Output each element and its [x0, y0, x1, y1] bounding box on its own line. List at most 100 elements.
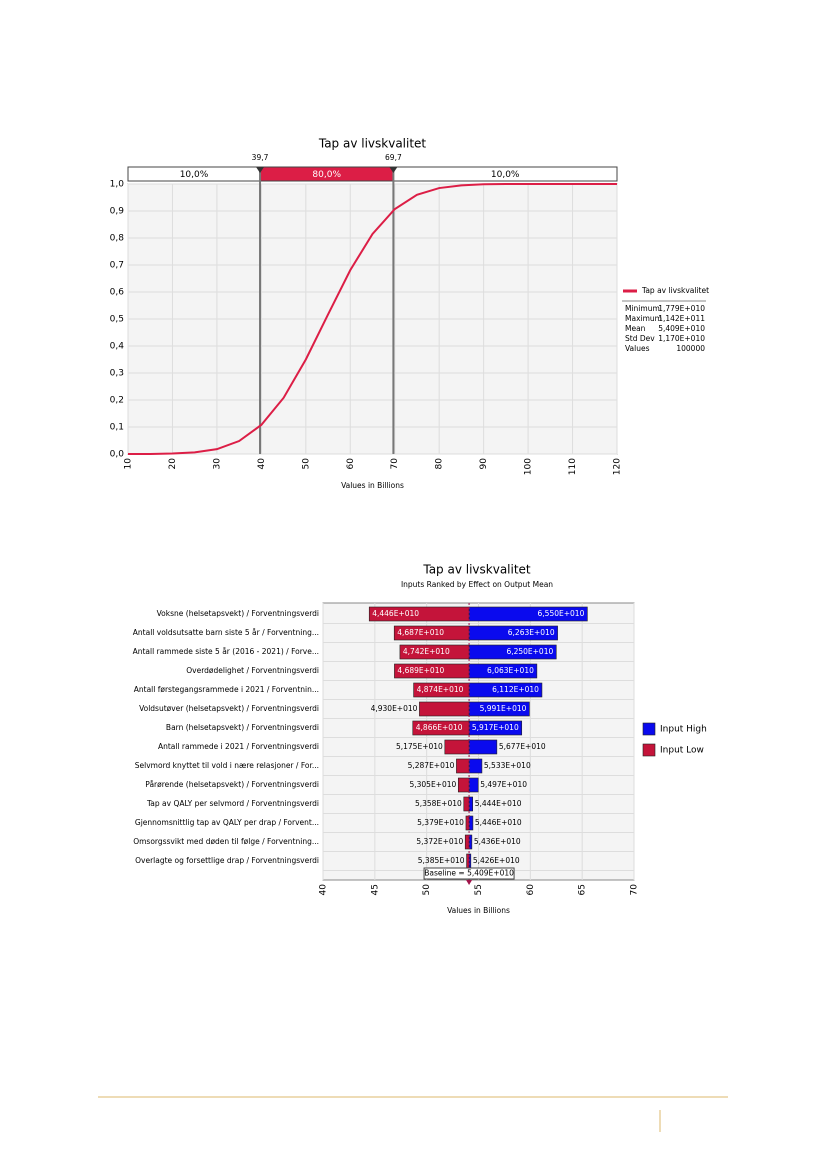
x-tick-label: 50 — [422, 884, 432, 896]
baseline-arrow — [466, 880, 473, 885]
value-label: 5,379E+010 — [417, 818, 464, 827]
x-tick-label: 60 — [346, 458, 356, 470]
x-tick-label: 10 — [124, 458, 134, 470]
value-label: 5,358E+010 — [415, 799, 462, 808]
category-label: Pårørende (helsetapsvekt) / Forventnings… — [145, 780, 319, 789]
tornado-bar — [413, 682, 470, 698]
y-tick-label: 0,5 — [110, 315, 124, 325]
y-tick-label: 0,6 — [110, 288, 125, 298]
region-label: 10,0% — [180, 170, 209, 180]
legend-label: Input High — [660, 725, 707, 735]
marker-label: 69,7 — [385, 153, 402, 162]
stat-value: 1,170E+010 — [658, 334, 705, 343]
baseline-label: Baseline = 5,409E+010 — [424, 869, 514, 878]
category-label: Overdødelighet / Forventningsverdi — [186, 666, 319, 675]
tornado-bar — [468, 758, 483, 774]
y-tick-label: 0,7 — [110, 261, 124, 271]
value-label: 5,426E+010 — [473, 856, 520, 865]
x-tick-label: 60 — [526, 884, 536, 896]
x-tick-label: 45 — [370, 884, 380, 895]
region-label: 80,0% — [312, 170, 341, 180]
value-label: 4,687E+010 — [397, 628, 444, 637]
value-label: 4,930E+010 — [371, 704, 418, 713]
tornado-bar — [468, 815, 474, 831]
tornado-bar — [468, 796, 473, 812]
category-label: Antall voldsutsatte barn siste 5 år / Fo… — [133, 628, 319, 637]
value-label: 6,250E+010 — [506, 647, 553, 656]
stat-label: Maximum — [625, 314, 662, 323]
stat-value: 1,142E+011 — [658, 314, 705, 323]
value-label: 4,446E+010 — [372, 609, 419, 618]
x-tick-label: 30 — [212, 458, 222, 470]
x-tick-label: 50 — [301, 458, 311, 470]
y-tick-label: 0,2 — [110, 396, 124, 406]
tornado-bar — [457, 777, 470, 793]
value-label: 5,533E+010 — [484, 761, 531, 770]
tornado-bar — [464, 834, 470, 850]
x-tick-label: 70 — [630, 884, 640, 896]
value-label: 4,866E+010 — [416, 723, 463, 732]
tornado-bar — [444, 739, 470, 755]
category-label: Barn (helsetapsvekt) / Forventningsverdi — [166, 723, 319, 732]
value-label: 5,677E+010 — [499, 742, 546, 751]
x-tick-label: 40 — [257, 458, 267, 470]
x-tick-label: 20 — [168, 458, 178, 470]
x-tick-label: 120 — [613, 458, 623, 475]
stat-label: Values — [625, 344, 650, 353]
y-tick-label: 0,3 — [110, 369, 124, 379]
x-tick-label: 55 — [474, 884, 484, 895]
x-axis-label: Values in Billions — [447, 906, 510, 915]
category-label: Selvmord knyttet til vold i nære relasjo… — [135, 761, 319, 770]
y-tick-label: 0,1 — [110, 423, 124, 433]
category-label: Antall rammede i 2021 / Forventningsverd… — [158, 742, 319, 751]
value-label: 6,112E+010 — [492, 685, 539, 694]
marker-label: 39,7 — [252, 153, 269, 162]
value-label: 4,874E+010 — [417, 685, 464, 694]
x-axis-label: Values in Billions — [341, 481, 404, 490]
marker-arrow — [256, 167, 265, 173]
tornado-bar — [368, 606, 470, 622]
value-label: 5,446E+010 — [475, 818, 522, 827]
marker-arrow — [389, 167, 398, 173]
y-tick-label: 0,0 — [110, 450, 125, 460]
chart-title: Tap av livskvalitet — [422, 563, 531, 577]
legend-label: Input Low — [660, 746, 704, 756]
value-label: 5,497E+010 — [480, 780, 527, 789]
x-tick-label: 80 — [435, 458, 445, 470]
stat-value: 100000 — [676, 344, 705, 353]
x-tick-label: 110 — [568, 458, 578, 475]
baseline-box — [423, 867, 515, 880]
value-label: 6,263E+010 — [508, 628, 555, 637]
value-label: 5,385E+010 — [418, 856, 465, 865]
y-tick-label: 0,9 — [110, 207, 125, 217]
value-label: 4,689E+010 — [397, 666, 444, 675]
tornado-bar — [468, 834, 473, 850]
chart-title: Tap av livskvalitet — [318, 137, 427, 151]
value-label: 6,063E+010 — [487, 666, 534, 675]
category-label: Gjennomsnittlig tap av QALY per drap / F… — [135, 818, 319, 827]
value-label: 5,917E+010 — [472, 723, 519, 732]
category-label: Antall førstegangsrammede i 2021 / Forve… — [134, 685, 319, 694]
legend-swatch — [642, 722, 656, 736]
category-label: Antall rammede siste 5 år (2016 - 2021) … — [133, 647, 319, 656]
stat-label: Std Dev — [625, 334, 655, 343]
x-tick-label: 65 — [578, 884, 588, 895]
value-label: 5,436E+010 — [474, 837, 521, 846]
value-label: 5,991E+010 — [480, 704, 527, 713]
tornado-bar — [419, 701, 470, 717]
legend-label: Tap av livskvalitet — [641, 286, 709, 295]
category-label: Omsorgssvikt med døden til følge / Forve… — [133, 837, 319, 846]
x-tick-label: 70 — [390, 458, 400, 470]
stat-label: Mean — [625, 324, 646, 333]
cdf-line — [128, 183, 617, 455]
region-label: 10,0% — [491, 170, 520, 180]
x-tick-label: 40 — [319, 884, 329, 896]
stat-value: 1,779E+010 — [658, 304, 705, 313]
tornado-bar — [463, 796, 470, 812]
y-tick-label: 0,4 — [110, 342, 125, 352]
stat-value: 5,409E+010 — [658, 324, 705, 333]
y-tick-label: 1,0 — [110, 180, 125, 190]
value-label: 5,444E+010 — [475, 799, 522, 808]
category-label: Tap av QALY per selvmord / Forventningsv… — [146, 799, 319, 808]
